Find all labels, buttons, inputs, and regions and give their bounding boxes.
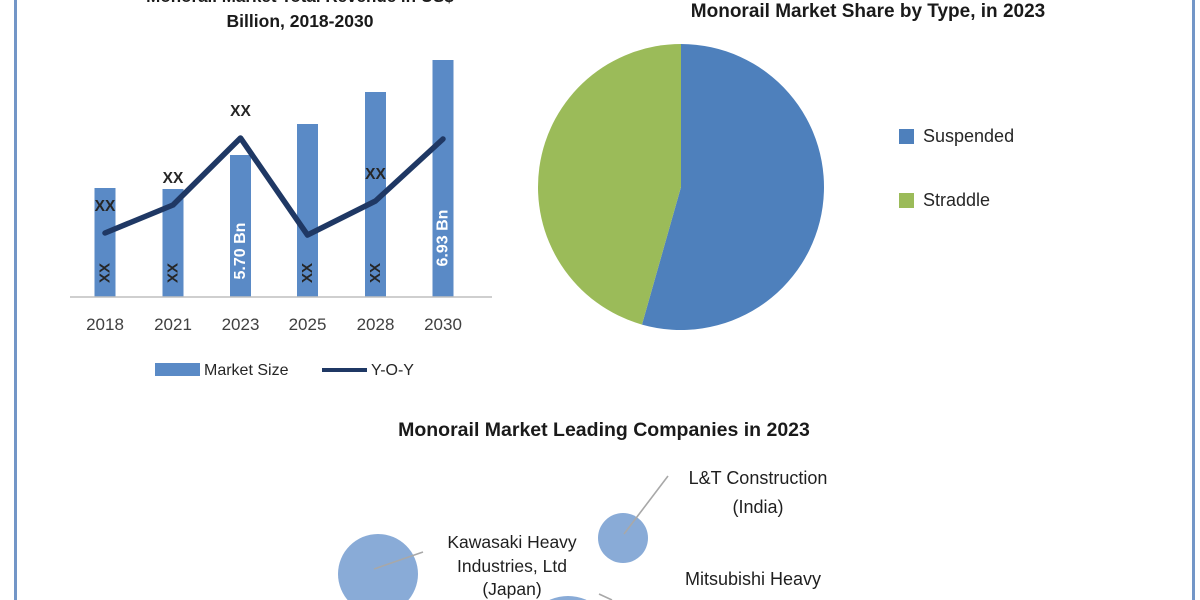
legend-item-suspended: Suspended [899,124,1014,148]
yoy-line [102,135,446,238]
x-tick-2025: 2025 [289,315,327,334]
bubble-plot [338,475,669,600]
bar-value-label-2023: 5.70 Bn [232,223,249,280]
bar-value-label-2021: XX [165,263,182,283]
bubble-lt-construction [598,513,648,563]
frame-border-left [14,0,17,600]
yoy-value-label-2023: XX [230,103,251,120]
bubble-chart-title: Monorail Market Leading Companies in 202… [398,419,810,441]
suspended-swatch-icon [899,128,914,144]
pie-plot [538,44,825,330]
bubble-label-lt-construction: L&T Construction (India) [688,468,828,517]
frame-border-right [1192,0,1195,600]
kawasaki-leader-line [373,551,424,570]
market-size-swatch-icon [155,363,200,376]
pie-slice-straddle [538,44,681,325]
bar-chart-title-line2: Billion, 2018-2030 [226,11,374,31]
lt-leader-line [623,475,669,535]
bar-2028 [365,92,386,297]
mitsubishi-leader-line [598,593,613,600]
straddle-swatch-icon [899,192,914,208]
bar-chart-title-line1-clipped: Monorail Market Total Revenue in US$ [60,0,540,7]
x-tick-2030: 2030 [424,315,462,334]
bar-value-label-2025: XX [299,263,316,283]
yoy-value-label-2018: XX [95,198,116,215]
bubble-label-kawasaki: Kawasaki Heavy Industries, Ltd (Japan) [447,532,577,599]
bubble-mitsubishi-partial [549,596,587,600]
legend-label-yoy: Y-O-Y [371,362,414,379]
x-tick-2021: 2021 [154,315,192,334]
bar-value-label-2030: 6.93 Bn [435,210,452,267]
bar-2023 [230,155,251,297]
legend-label-suspended: Suspended [923,125,1015,146]
bar-value-label-2018: XX [97,263,114,283]
bar-2030 [432,60,454,297]
legend-label-market-size: Market Size [204,362,289,379]
legend-item-straddle: Straddle [899,188,1014,212]
pie-slice-suspended [641,44,825,330]
bar-line-plot: XX XX 5.70 Bn XX XX 6.93 Bn XX XX XX XX 2018 2021 20… [70,60,492,379]
bar-2021 [162,189,184,297]
bar-2018 [94,188,116,297]
x-tick-2028: 2028 [357,315,395,334]
bar-value-label-2028: XX [367,263,384,283]
bar-2025 [297,124,318,297]
bubble-label-mitsubishi-clipped: Mitsubishi Heavy Industries Ltd [684,569,822,589]
yoy-value-label-2028: XX [365,166,386,183]
legend-label-straddle: Straddle [923,189,991,210]
pie-chart-title: Monorail Market Share by Type, in 2023 [690,1,1046,22]
x-tick-2018: 2018 [86,315,124,334]
pie-legend: Suspended Straddle [899,124,1014,212]
x-tick-2023: 2023 [222,315,260,334]
yoy-value-label-2021: XX [163,170,184,187]
